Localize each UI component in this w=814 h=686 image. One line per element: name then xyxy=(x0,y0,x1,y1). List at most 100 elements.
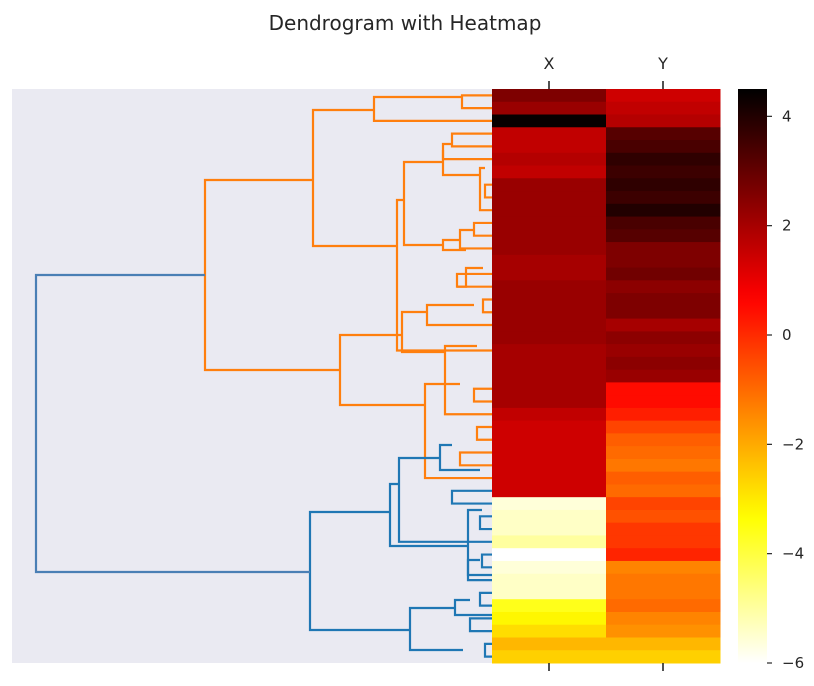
dendrogram-link xyxy=(425,303,492,327)
heatmap-cell xyxy=(606,318,721,332)
heatmap-cell xyxy=(492,560,607,575)
heatmap-cell xyxy=(492,331,607,345)
heatmap-cell xyxy=(492,165,607,179)
dendrogram-link xyxy=(478,591,492,607)
dendrogram-link xyxy=(480,553,492,569)
heatmap-cell xyxy=(492,267,607,281)
heatmap-cell xyxy=(606,89,721,103)
dendrogram-link xyxy=(441,150,480,177)
column-label: Y xyxy=(657,54,668,73)
dendrogram xyxy=(12,89,492,663)
dendrogram-link xyxy=(468,617,492,633)
dendrogram-link xyxy=(388,482,468,548)
heatmap-cell xyxy=(492,203,607,218)
colorbar-tick-label: −2 xyxy=(782,435,804,453)
heatmap-cell xyxy=(606,127,721,141)
heatmap-cell xyxy=(492,433,607,447)
heatmap-cell xyxy=(606,471,721,485)
heatmap-cell xyxy=(492,254,607,269)
heatmap-cell xyxy=(606,203,721,218)
heatmap-cell xyxy=(606,242,721,256)
dendrogram-link xyxy=(34,273,310,574)
dendrogram-link xyxy=(460,94,492,110)
heatmap-cell xyxy=(492,101,607,116)
heatmap-cell xyxy=(492,114,607,128)
heatmap-cell xyxy=(492,650,607,664)
heatmap-cell xyxy=(492,586,607,600)
heatmap-cell xyxy=(492,242,607,256)
heatmap-cell xyxy=(606,229,721,243)
chart-title: Dendrogram with Heatmap xyxy=(269,11,542,35)
colorbar-tick-label: 2 xyxy=(782,217,792,235)
dendrogram-background xyxy=(12,89,492,663)
colorbar: 4 2 0 −2 −4 −6 xyxy=(738,89,804,672)
colorbar-gradient xyxy=(738,89,767,663)
dendrogram-link xyxy=(481,298,492,314)
dendrogram-link xyxy=(455,272,492,288)
heatmap-cell xyxy=(492,89,607,103)
heatmap-cell xyxy=(492,484,607,498)
heatmap-cell xyxy=(606,420,721,434)
heatmap-cell xyxy=(492,573,607,587)
heatmap-cell xyxy=(606,344,721,358)
dendrogram-link xyxy=(483,183,492,199)
dendrogram-link xyxy=(400,310,445,354)
dendrogram-link xyxy=(450,489,492,505)
heatmap-cell xyxy=(492,369,607,383)
dendrogram-link xyxy=(402,160,443,247)
heatmap-cell xyxy=(492,599,607,613)
heatmap-cell xyxy=(492,344,607,358)
dendrogram-link xyxy=(475,425,492,441)
heatmap-cell xyxy=(492,318,607,332)
dendrogram-link xyxy=(478,166,492,212)
heatmap-cell xyxy=(606,407,721,422)
dendrogram-link xyxy=(450,132,492,148)
heatmap-cell xyxy=(606,599,721,613)
colorbar-tick-label: −4 xyxy=(782,545,804,563)
heatmap-cell xyxy=(492,637,607,651)
colorbar-tick-label: 0 xyxy=(782,326,792,344)
dendrogram-link xyxy=(311,108,397,248)
heatmap-cell xyxy=(492,611,607,626)
heatmap-cell xyxy=(492,458,607,473)
dendrogram-link xyxy=(423,382,492,480)
heatmap-cell xyxy=(492,522,607,536)
heatmap-cell xyxy=(606,331,721,345)
colorbar-tick-label: −6 xyxy=(782,654,804,672)
heatmap-cell xyxy=(606,356,721,371)
heatmap-cell xyxy=(492,229,607,243)
heatmap-cell xyxy=(492,407,607,422)
heatmap-cell xyxy=(606,522,721,536)
heatmap-cell xyxy=(492,152,607,167)
heatmap-cell xyxy=(606,497,721,511)
dendrogram-link xyxy=(457,266,483,288)
heatmap-cell xyxy=(606,446,721,460)
colorbar-tick-label: 4 xyxy=(782,107,792,125)
heatmap-cell xyxy=(606,140,721,154)
heatmap-cell xyxy=(492,471,607,485)
heatmap-cell xyxy=(606,586,721,600)
column-label: X xyxy=(544,54,555,73)
heatmap-cell xyxy=(606,484,721,498)
heatmap-cell xyxy=(606,293,721,307)
heatmap-cell xyxy=(492,420,607,434)
heatmap-cell xyxy=(492,395,607,409)
dendrogram-link xyxy=(443,344,492,416)
dendrogram-link xyxy=(466,558,492,577)
heatmap-cell xyxy=(492,178,607,192)
heatmap-cell xyxy=(606,369,721,383)
heatmap-cell xyxy=(606,624,721,638)
heatmap-cell xyxy=(606,611,721,626)
heatmap-cell xyxy=(492,509,607,524)
heatmap-cell xyxy=(492,535,607,549)
heatmap-cell xyxy=(606,114,721,128)
heatmap-cell xyxy=(606,254,721,269)
heatmap-cell xyxy=(492,140,607,154)
heatmap-cell xyxy=(492,191,607,205)
heatmap-cell xyxy=(606,165,721,179)
heatmap-cell xyxy=(606,650,721,664)
heatmap-cell xyxy=(606,305,721,320)
heatmap-cell xyxy=(606,101,721,116)
heatmap-cell xyxy=(606,395,721,409)
